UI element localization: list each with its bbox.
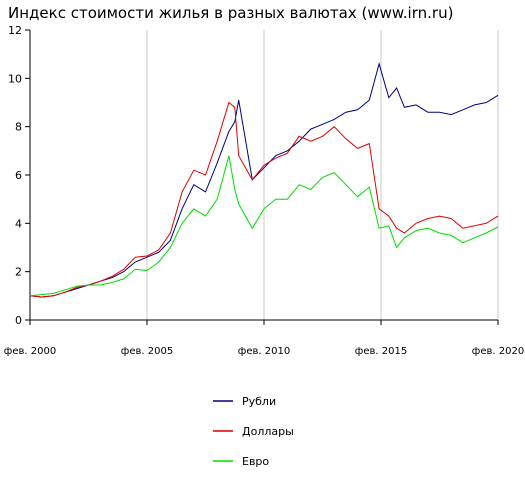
x-tick-label: фев. 2005 [121,346,173,357]
y-tick-label: 8 [15,121,22,134]
y-tick-label: 4 [15,217,22,230]
x-tick-label: фев. 2010 [238,346,290,357]
y-tick-label: 2 [15,266,22,279]
legend-label: Рубли [242,395,276,408]
y-tick-label: 0 [15,314,22,327]
legend-label: Доллары [242,425,294,438]
y-tick-label: 12 [8,24,22,37]
chart-title: Индекс стоимости жилья в разных валютах … [8,4,453,22]
series-line [29,101,499,298]
x-tick-label: фев. 2015 [355,346,407,357]
legend-label: Евро [242,455,269,468]
series-line [29,61,499,298]
series-line [29,155,499,297]
x-tick-label: фев. 2000 [4,346,56,357]
y-tick-label: 6 [15,169,22,182]
y-tick-label: 10 [8,72,22,85]
x-tick-label: фев. 2020 [472,346,524,357]
